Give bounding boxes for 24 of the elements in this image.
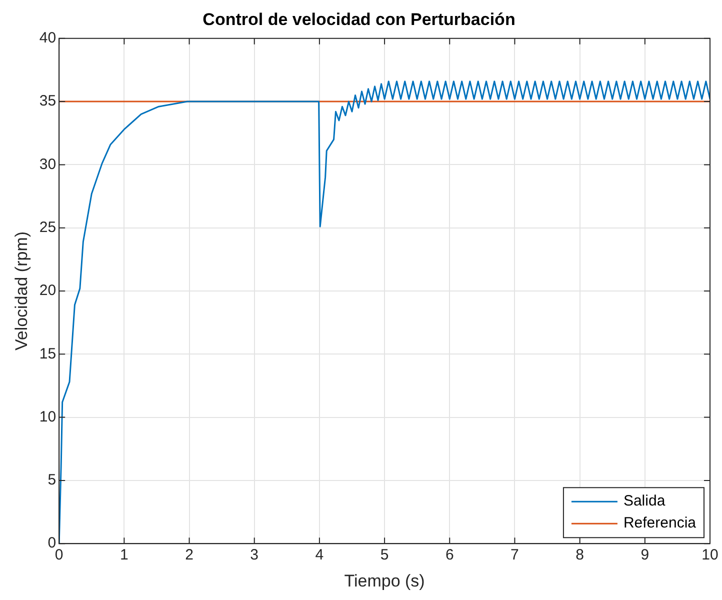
y-tick-label: 40 xyxy=(39,30,56,47)
y-tick-label: 20 xyxy=(39,282,56,300)
y-tick-label: 25 xyxy=(39,218,56,236)
y-tick-label: 35 xyxy=(39,92,56,110)
legend-label: Referencia xyxy=(623,514,697,532)
x-tick-label: 7 xyxy=(510,546,519,564)
y-tick-label: 15 xyxy=(39,345,56,362)
y-tick-label: 10 xyxy=(39,408,56,426)
y-axis-title: Velocidad (rpm) xyxy=(12,231,31,351)
legend-label: Salida xyxy=(623,492,666,510)
x-tick-label: 4 xyxy=(315,546,324,564)
y-tick-label: 5 xyxy=(48,472,56,489)
y-tick-label: 0 xyxy=(48,534,56,552)
x-tick-label: 10 xyxy=(702,546,718,564)
x-tick-label: 9 xyxy=(640,546,650,564)
x-tick-label: 3 xyxy=(250,546,259,564)
x-tick-label: 2 xyxy=(185,546,194,564)
y-tick-label: 30 xyxy=(39,156,56,173)
x-tick-label: 8 xyxy=(576,546,584,564)
x-tick-label: 1 xyxy=(120,546,128,564)
x-tick-label: 6 xyxy=(445,546,454,564)
x-tick-label: 5 xyxy=(380,546,389,564)
x-axis-title: Tiempo (s) xyxy=(344,571,425,590)
chart-title: Control de velocidad con Perturbación xyxy=(202,10,516,29)
